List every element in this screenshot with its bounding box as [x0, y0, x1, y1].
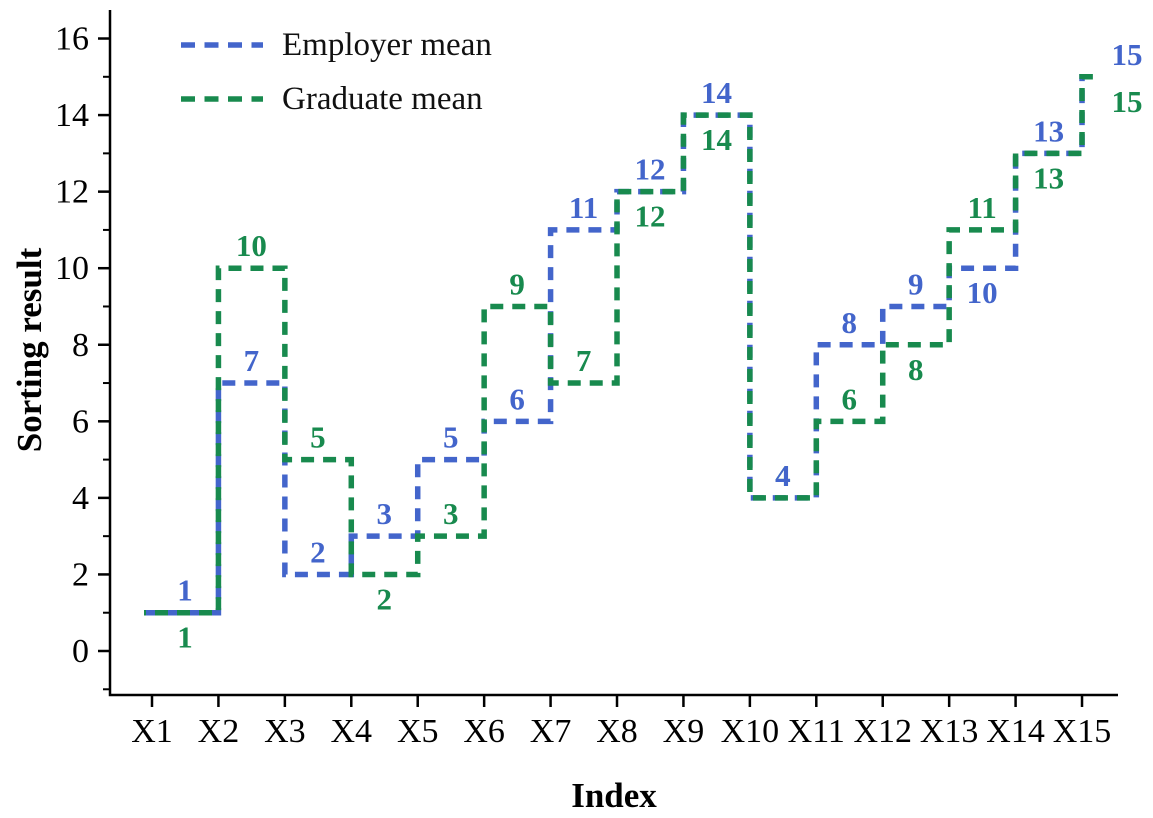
employer-point-label: 1: [177, 573, 193, 608]
x-tick-label: X3: [264, 713, 306, 750]
x-tick-label: X11: [788, 713, 845, 750]
graduate-point-label: 9: [509, 266, 525, 301]
y-axis-title: Sorting result: [10, 247, 49, 453]
y-tick-label: 0: [72, 633, 89, 670]
legend: Employer mean Graduate mean: [178, 24, 492, 120]
employer-point-label: 10: [967, 275, 998, 310]
graduate-point-label: 4: [775, 458, 791, 493]
employer-point-label: 12: [635, 152, 666, 187]
x-tick-label: X2: [198, 713, 240, 750]
x-tick-label: X7: [530, 713, 572, 750]
graduate-line-swatch: [181, 96, 263, 102]
graduate-point-label: 2: [377, 581, 393, 616]
x-tick-label: X10: [721, 713, 780, 750]
x-tick-label: X12: [853, 713, 912, 750]
employer-point-label: 14: [701, 75, 732, 110]
employer-point-label: 13: [1033, 113, 1064, 148]
x-axis-title: Index: [571, 776, 657, 815]
employer-point-label: 8: [842, 305, 858, 340]
y-tick-label: 16: [55, 21, 89, 58]
x-tick-label: X1: [131, 713, 173, 750]
legend-label-employer: Employer mean: [282, 26, 492, 63]
graduate-point-label: 3: [443, 496, 459, 531]
employer-point-label: 9: [908, 266, 924, 301]
graduate-point-label: 7: [576, 343, 592, 378]
employer-point-label: 4: [775, 458, 791, 493]
y-tick-label: 6: [72, 403, 89, 440]
graduate-point-label: 1: [177, 620, 193, 655]
axes-frame: [108, 10, 1118, 697]
legend-item-graduate: Graduate mean: [178, 78, 492, 120]
y-tick-label: 8: [72, 327, 89, 364]
y-tick-label: 4: [72, 480, 89, 517]
employer-line-swatch: [181, 42, 263, 48]
x-tick-label: X13: [920, 713, 979, 750]
x-tick-label: X6: [463, 713, 505, 750]
graduate-point-label: 8: [908, 352, 924, 387]
x-tick-label: X14: [986, 713, 1045, 750]
employer-point-label: 2: [310, 534, 326, 569]
x-tick-label: X9: [663, 713, 705, 750]
x-tick-label: X5: [397, 713, 439, 750]
graduate-point-label: 10: [236, 228, 267, 263]
legend-label-graduate: Graduate mean: [282, 80, 483, 117]
y-tick-label: 14: [55, 97, 89, 134]
graduate-point-label: 15: [1112, 84, 1143, 119]
graduate-point-label: 11: [968, 190, 997, 225]
employer-point-label: 5: [443, 420, 459, 455]
graduate-mean-line: [144, 74, 1099, 616]
graduate-point-label: 6: [842, 381, 858, 416]
graduate-point-label: 12: [635, 199, 666, 234]
legend-item-employer: Employer mean: [178, 24, 492, 66]
x-tick-label: X15: [1053, 713, 1112, 750]
y-tick-label: 10: [55, 250, 89, 287]
y-tick-label: 2: [72, 556, 89, 593]
graduate-point-label: 5: [310, 420, 326, 455]
x-tick-label: X4: [331, 713, 373, 750]
employer-point-label: 15: [1112, 37, 1143, 72]
employer-point-label: 3: [377, 496, 393, 531]
employer-point-label: 6: [509, 381, 525, 416]
employer-point-label: 11: [569, 190, 598, 225]
employer-point-label: 7: [244, 343, 260, 378]
graduate-point-label: 13: [1033, 160, 1064, 195]
y-tick-label: 12: [55, 174, 89, 211]
graduate-point-label: 14: [701, 122, 732, 157]
x-tick-label: X8: [596, 713, 638, 750]
